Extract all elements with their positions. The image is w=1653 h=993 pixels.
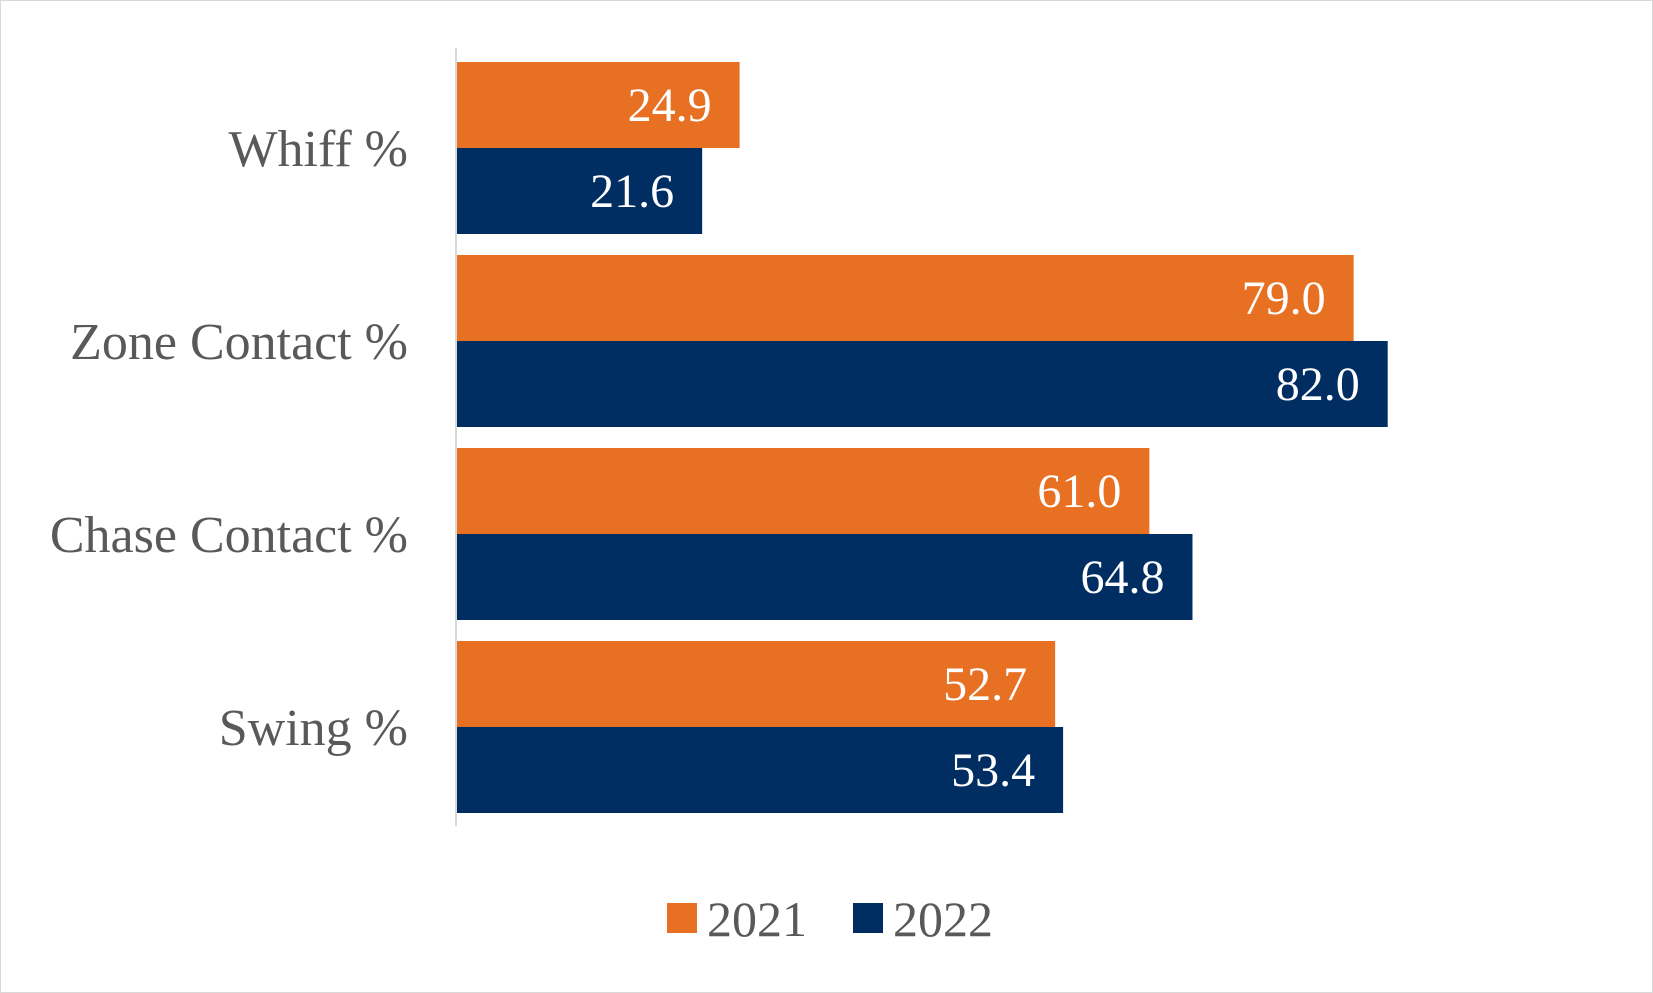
category-label-swing: Swing % <box>219 700 408 757</box>
bar-chase-contact-2022 <box>457 534 1193 620</box>
bar-zone-contact-2021 <box>457 255 1354 341</box>
bar-swing-2021 <box>457 641 1056 727</box>
data-label-swing-2021: 52.7 <box>943 658 1027 711</box>
labels-group: 24.9 21.6 Whiff % 79.0 82.0 Zone Contact % 61.… <box>50 79 1360 797</box>
bar-whiff-2021 <box>457 62 740 148</box>
legend: 2021 2022 <box>667 891 993 947</box>
data-label-zone-contact-2022: 82.0 <box>1276 358 1360 411</box>
bar-chase-contact-2021 <box>457 448 1150 534</box>
data-label-swing-2022: 53.4 <box>951 744 1035 797</box>
category-label-whiff: Whiff % <box>228 121 408 178</box>
legend-label-2022: 2022 <box>893 891 993 947</box>
bar-whiff-2022 <box>457 148 703 234</box>
data-label-whiff-2021: 24.9 <box>628 79 712 132</box>
bar-zone-contact-2022 <box>457 341 1388 427</box>
legend-swatch-2021 <box>667 903 697 933</box>
bar-swing-2022 <box>457 727 1064 813</box>
data-label-chase-contact-2022: 64.8 <box>1080 551 1164 604</box>
data-label-zone-contact-2021: 79.0 <box>1242 272 1326 325</box>
category-label-chase-contact: Chase Contact % <box>50 507 408 564</box>
category-label-zone-contact: Zone Contact % <box>70 314 408 371</box>
data-label-chase-contact-2021: 61.0 <box>1037 465 1121 518</box>
data-label-whiff-2022: 21.6 <box>590 165 674 218</box>
legend-label-2021: 2021 <box>707 891 807 947</box>
bars-group <box>457 62 1388 813</box>
legend-swatch-2022 <box>853 903 883 933</box>
